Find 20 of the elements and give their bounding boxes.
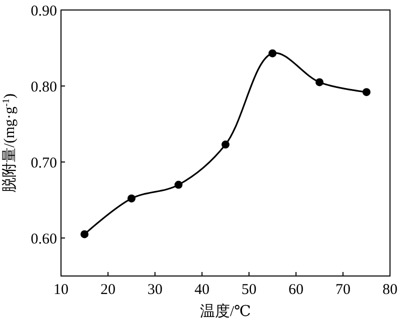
x-tick-label: 50 bbox=[242, 282, 256, 298]
x-tick-label: 40 bbox=[194, 282, 210, 298]
x-tick-label: 30 bbox=[148, 282, 162, 298]
point bbox=[80, 230, 88, 238]
y-tick-label: 0.60 bbox=[30, 231, 57, 248]
y-tick-label: 0.70 bbox=[30, 155, 57, 172]
x-tick-label: 80 bbox=[382, 282, 398, 298]
point bbox=[174, 180, 182, 189]
point bbox=[362, 88, 370, 96]
y-tick-label: 0.90 bbox=[30, 3, 57, 20]
x-tick-label: 20 bbox=[100, 282, 116, 298]
x-tick-label: 60 bbox=[288, 282, 304, 298]
x-tick-label: 10 bbox=[54, 282, 68, 298]
point bbox=[316, 78, 324, 86]
point bbox=[222, 140, 230, 149]
x-tick-label: 70 bbox=[336, 282, 350, 298]
point bbox=[268, 49, 276, 58]
y-tick-label: 0.80 bbox=[30, 79, 57, 96]
x-axis-title: 温度/℃ bbox=[200, 303, 251, 320]
point bbox=[128, 194, 136, 202]
